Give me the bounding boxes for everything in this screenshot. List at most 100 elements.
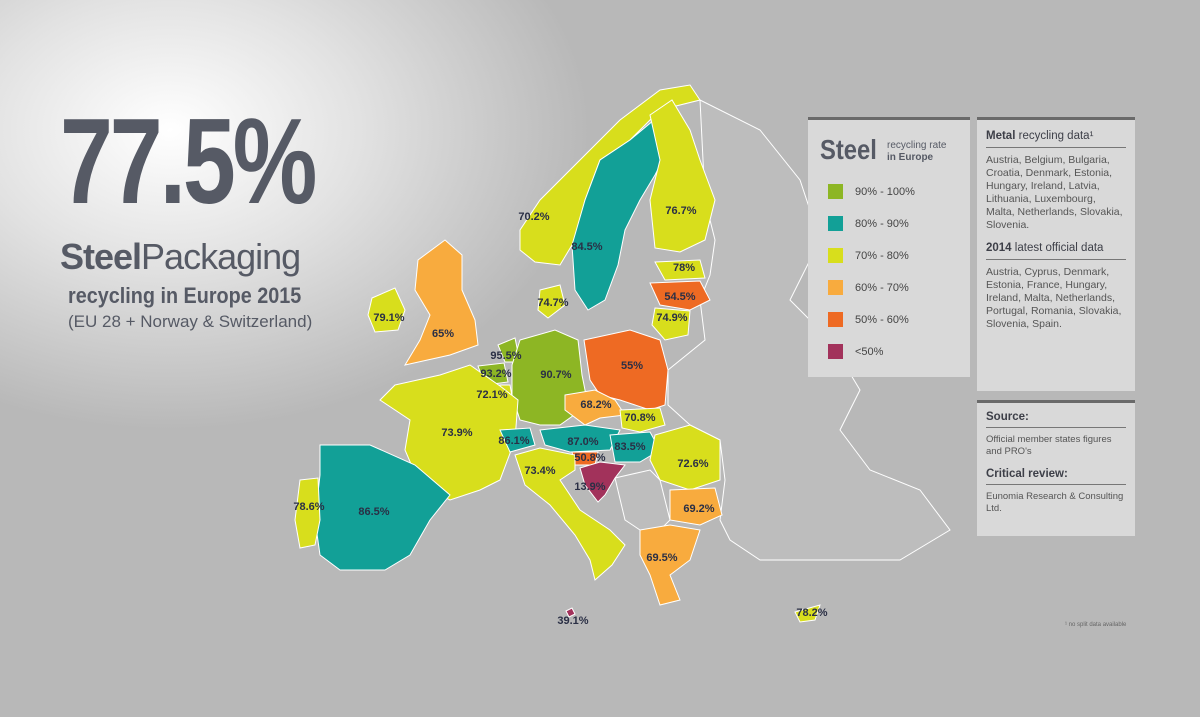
country <box>571 114 669 311</box>
legend-item: 50% - 60% <box>828 312 909 327</box>
legend-caption: recycling rate in Europe <box>887 140 946 164</box>
country <box>669 487 723 526</box>
panel-heading: Metal recycling data¹ <box>986 130 1126 148</box>
country <box>609 431 661 463</box>
legend-swatch <box>828 184 843 199</box>
country-label: 73.9% <box>441 427 472 439</box>
country-label: 70.2% <box>518 211 549 223</box>
country-label: 78% <box>673 262 695 274</box>
panel-body: Austria, Belgium, Bulgaria, Croatia, Den… <box>986 154 1123 231</box>
balkans <box>614 469 671 531</box>
legend-label: 80% - 90% <box>855 217 909 230</box>
country-label: 68.2% <box>580 399 611 411</box>
panel-heading: Critical review: <box>986 468 1126 485</box>
country <box>619 407 666 433</box>
panel-body: Eunomia Research & Consulting Ltd. <box>986 491 1124 514</box>
country <box>499 427 536 453</box>
country <box>537 284 566 319</box>
country-label: 86.5% <box>358 506 389 518</box>
heading-bold: 2014 <box>986 242 1012 254</box>
country-label: 78.2% <box>796 607 827 619</box>
legend-swatch <box>828 280 843 295</box>
country-label: 55% <box>621 360 643 372</box>
legend-item: 70% - 80% <box>828 248 909 263</box>
country <box>639 524 701 606</box>
country-label: 69.2% <box>683 503 714 515</box>
country-label: 93.2% <box>480 368 511 380</box>
legend-item: 80% - 90% <box>828 216 909 231</box>
headline-value: 77.5% <box>60 93 317 229</box>
footnote: ¹ no split data available <box>1065 622 1127 628</box>
country <box>649 99 716 253</box>
country-label: 78.6% <box>293 501 324 513</box>
headline-subtitle: recycling in Europe 2015 <box>68 283 302 308</box>
heading-bold: Metal <box>986 130 1016 142</box>
country <box>565 607 576 618</box>
data-panel: Metal recycling data¹ Austria, Belgium, … <box>977 117 1135 391</box>
heading-text: recycling data¹ <box>1018 130 1094 142</box>
legend-label: 50% - 60% <box>855 313 909 326</box>
legend-swatch <box>828 248 843 263</box>
country <box>579 461 626 503</box>
heading-text: latest official data <box>1014 242 1104 254</box>
legend-item: <50% <box>828 344 883 359</box>
headline-note: (EU 28 + Norway & Switzerland) <box>68 312 313 331</box>
legend-swatch <box>828 216 843 231</box>
legend-label: 90% - 100% <box>855 185 915 198</box>
legend-label: <50% <box>855 345 884 358</box>
country <box>539 424 621 453</box>
country-label: 54.5% <box>664 291 695 303</box>
legend-title: Steel <box>820 134 877 165</box>
country <box>649 424 721 491</box>
country <box>651 307 691 341</box>
country-label: 79.1% <box>373 312 404 324</box>
title-light: Packaging <box>141 236 301 277</box>
legend-item: 90% - 100% <box>828 184 915 199</box>
country-label: 70.8% <box>624 412 655 424</box>
country-label: 13.9% <box>574 481 605 493</box>
heading-bold: Critical review: <box>986 468 1068 480</box>
panel-body: Austria, Cyprus, Denmark, Estonia, Franc… <box>986 266 1122 330</box>
country <box>367 287 406 333</box>
country-label: 90.7% <box>540 369 571 381</box>
caption-bottom: in Europe <box>887 152 934 163</box>
country-label: 69.5% <box>646 552 677 564</box>
country-label: 76.7% <box>665 205 696 217</box>
country-label: 86.1% <box>498 435 529 447</box>
country <box>519 84 701 266</box>
title-bold: Steel <box>60 236 142 277</box>
source-panel: Source: Official member states figures a… <box>977 400 1135 536</box>
panel-body: Official member states figures and PRO's <box>986 434 1112 457</box>
panel-heading: 2014 latest official data <box>986 242 1126 260</box>
headline-title: SteelPackaging <box>60 236 301 278</box>
country-label: 84.5% <box>571 241 602 253</box>
country-label: 65% <box>432 328 454 340</box>
country <box>514 447 626 581</box>
country-label: 87.0% <box>567 436 598 448</box>
country-label: 95.5% <box>490 350 521 362</box>
country <box>294 477 321 549</box>
countries <box>294 84 821 623</box>
country-label: 74.9% <box>656 312 687 324</box>
country-label: 39.1% <box>557 615 588 627</box>
country-label: 50.8% <box>574 452 605 464</box>
legend-item: 60% - 70% <box>828 280 909 295</box>
country <box>654 259 706 281</box>
legend-label: 60% - 70% <box>855 281 909 294</box>
country-labels: 70.2% 84.5% 76.7% 78% 54.5% 74.9% 74.7% 79.1% 65… <box>293 205 827 627</box>
country <box>403 239 479 366</box>
country <box>649 280 711 311</box>
caption-top: recycling rate <box>887 140 947 151</box>
legend-swatch <box>828 312 843 327</box>
legend-swatch <box>828 344 843 359</box>
legend: Steel recycling rate in Europe 90% - 100%… <box>808 117 970 377</box>
country-label: 83.5% <box>614 441 645 453</box>
country-label: 72.6% <box>677 458 708 470</box>
panel-heading: Source: <box>986 411 1126 428</box>
country <box>564 389 626 426</box>
country-label: 73.4% <box>524 465 555 477</box>
country <box>794 604 821 623</box>
country <box>583 329 669 411</box>
country-label: 74.7% <box>537 297 568 309</box>
